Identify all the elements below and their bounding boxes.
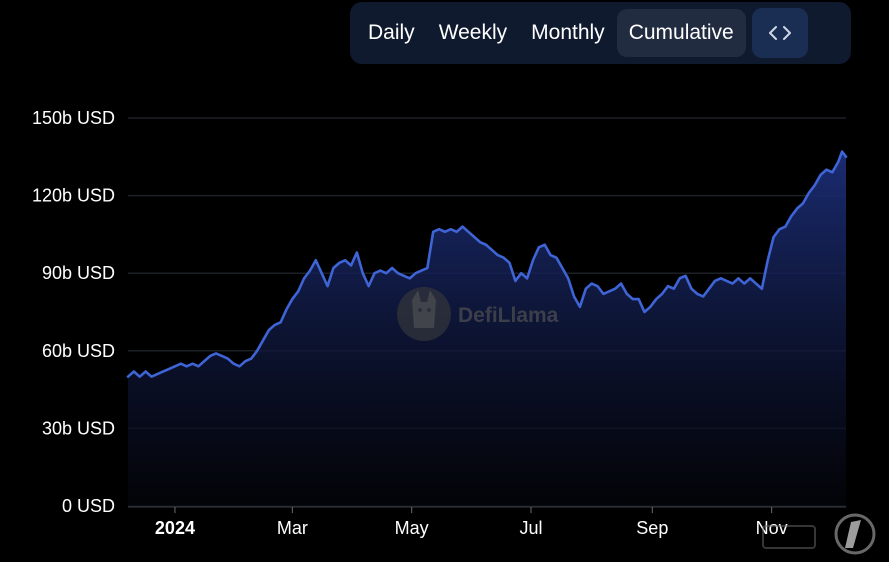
weekly-button[interactable]: Weekly bbox=[438, 21, 508, 44]
area-layer bbox=[128, 151, 846, 506]
line-layer bbox=[126, 150, 848, 378]
embed-button[interactable] bbox=[751, 8, 808, 58]
y-axis: 0 USD 30b USD 60b USD 90b USD 120b USD 150b U… bbox=[32, 108, 115, 516]
x-tick-label: May bbox=[395, 518, 429, 538]
x-axis: 2024 Mar May Jul Sep Nov bbox=[128, 506, 846, 538]
daily-button[interactable]: Daily bbox=[368, 21, 415, 44]
y-tick-label: 90b USD bbox=[42, 263, 115, 283]
y-tick-label: 60b USD bbox=[42, 341, 115, 361]
y-tick-label: 0 USD bbox=[62, 496, 115, 516]
llama-logo-icon bbox=[397, 287, 451, 341]
x-tick-label: Jul bbox=[520, 518, 543, 538]
code-brackets-icon bbox=[768, 26, 791, 40]
series-line bbox=[126, 150, 848, 378]
news-agency-logo-icon bbox=[762, 513, 876, 555]
series-area bbox=[128, 151, 846, 506]
cumulative-button[interactable]: Cumulative bbox=[616, 9, 746, 57]
x-tick-label: Sep bbox=[636, 518, 668, 538]
y-tick-label: 150b USD bbox=[32, 108, 115, 128]
y-tick-label: 120b USD bbox=[32, 186, 115, 206]
watermark-text: DefiLlama bbox=[458, 304, 559, 327]
x-tick-label: Mar bbox=[277, 518, 308, 538]
defillama-watermark: DefiLlama bbox=[397, 287, 559, 341]
monthly-button[interactable]: Monthly bbox=[531, 21, 605, 44]
x-tick-label: 2024 bbox=[155, 518, 195, 538]
view-toggle-bar: Daily Weekly Monthly Cumulative bbox=[350, 2, 851, 64]
y-tick-label: 30b USD bbox=[42, 418, 115, 438]
